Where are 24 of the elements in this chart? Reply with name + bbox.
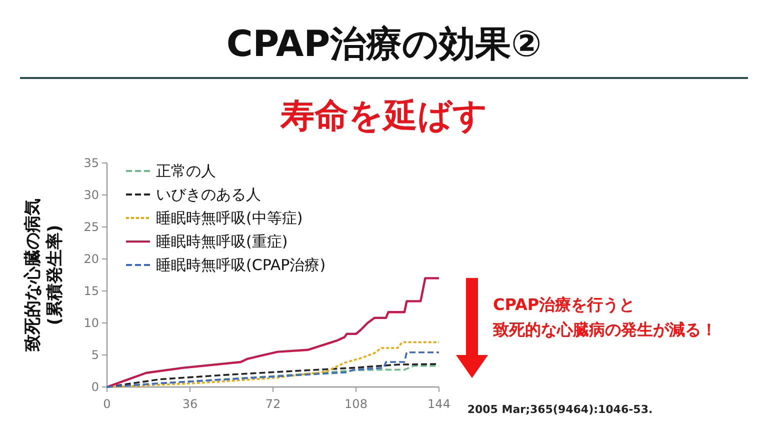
legend-label: 睡眠時無呼吸(CPAP治療) (156, 256, 326, 274)
y-tick-label: 5 (91, 348, 99, 362)
chart-title: CPAP治療の効果② (226, 24, 542, 65)
y-tick-label: 20 (84, 252, 99, 266)
y-tick-label: 25 (84, 220, 99, 234)
x-tick-label: 36 (182, 397, 198, 411)
y-axis-title: 致死的な心臓の病気 (累積発生率) (23, 198, 65, 352)
y-tick-label: 15 (84, 284, 99, 298)
y-tick-label: 30 (84, 188, 99, 202)
chart-subtitle: 寿命を延ばす (280, 96, 488, 136)
legend-label: いびきのある人 (156, 186, 261, 204)
legend-label: 睡眠時無呼吸(中等症) (156, 209, 303, 227)
y-tick-label: 10 (84, 316, 99, 330)
legend-label: 睡眠時無呼吸(重症) (156, 232, 288, 250)
text: 致死的な心臓病の発生が減る！ (492, 320, 717, 339)
x-tick-label: 144 (428, 397, 450, 411)
x-tick-label: 108 (344, 397, 368, 411)
text: CPAP治療を行うと (493, 295, 636, 314)
text: 2005 Mar;365(9464):1046-53. (467, 403, 653, 416)
y-tick-label: 35 (84, 156, 99, 170)
x-tick-label: 0 (103, 397, 111, 411)
y-tick-label: 0 (91, 380, 99, 394)
x-tick-label: 72 (265, 397, 281, 411)
legend-label: 正常の人 (156, 162, 216, 180)
